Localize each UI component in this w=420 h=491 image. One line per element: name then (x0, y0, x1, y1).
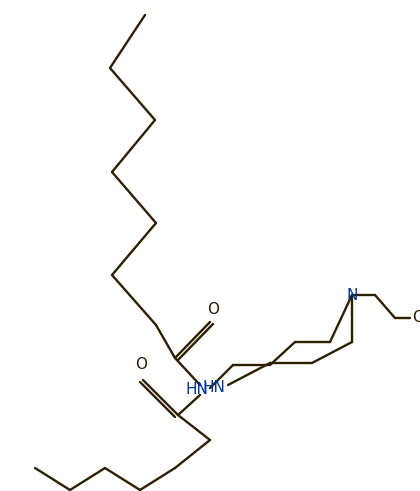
Text: HN: HN (203, 381, 226, 395)
Text: HN: HN (185, 382, 208, 398)
Text: O: O (135, 357, 147, 372)
Text: OH: OH (412, 310, 420, 326)
Text: N: N (346, 288, 358, 302)
Text: O: O (207, 302, 219, 317)
